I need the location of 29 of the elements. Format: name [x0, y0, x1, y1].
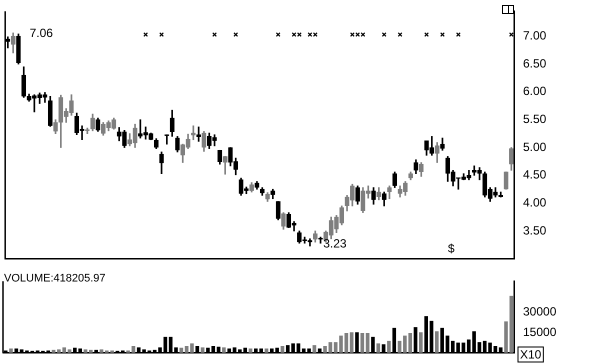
- y-tick-label: 6.50: [523, 56, 547, 70]
- y-tick-label: 15000: [523, 324, 557, 339]
- y-tick-label: 5.50: [523, 112, 547, 126]
- y-tick-label: 4.00: [523, 195, 547, 210]
- annotation: 7.06: [30, 26, 54, 40]
- y-tick-label: 4.50: [523, 168, 547, 182]
- y-tick-label: 5.00: [523, 140, 547, 154]
- y-tick-label: 7.00: [523, 28, 547, 43]
- y-axis-title: X10: [520, 347, 542, 362]
- bar: [350, 332, 354, 353]
- bar: [9, 348, 13, 353]
- y-tick-label: 3.50: [523, 223, 547, 238]
- bar: [387, 340, 391, 353]
- bar: [280, 346, 284, 353]
- bar: [248, 348, 252, 353]
- bar: [419, 332, 423, 353]
- bar: [434, 331, 439, 353]
- bar: [179, 348, 184, 353]
- annotation: 3.23: [323, 236, 347, 250]
- bar: [264, 348, 268, 353]
- bar: [366, 333, 370, 353]
- y-tick-label: 6.00: [523, 84, 547, 98]
- bar: [360, 333, 364, 353]
- chart-title: VOLUME:418205.97: [4, 272, 106, 285]
- bar: [312, 345, 316, 353]
- bar: [408, 333, 412, 353]
- y-tick-label: 30000: [523, 304, 557, 319]
- annotation: $: [448, 241, 455, 256]
- bar: [376, 343, 380, 353]
